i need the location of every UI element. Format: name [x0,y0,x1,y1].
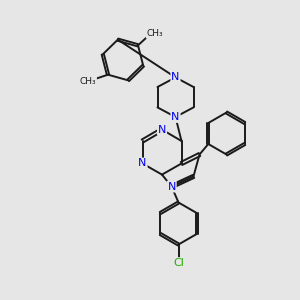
Text: N: N [138,158,147,169]
Text: N: N [167,182,176,192]
Text: CH₃: CH₃ [146,29,163,38]
Text: N: N [158,124,166,135]
Text: Cl: Cl [173,258,184,268]
Text: N: N [171,72,180,82]
Text: CH₃: CH₃ [80,77,96,86]
Text: N: N [171,112,180,122]
